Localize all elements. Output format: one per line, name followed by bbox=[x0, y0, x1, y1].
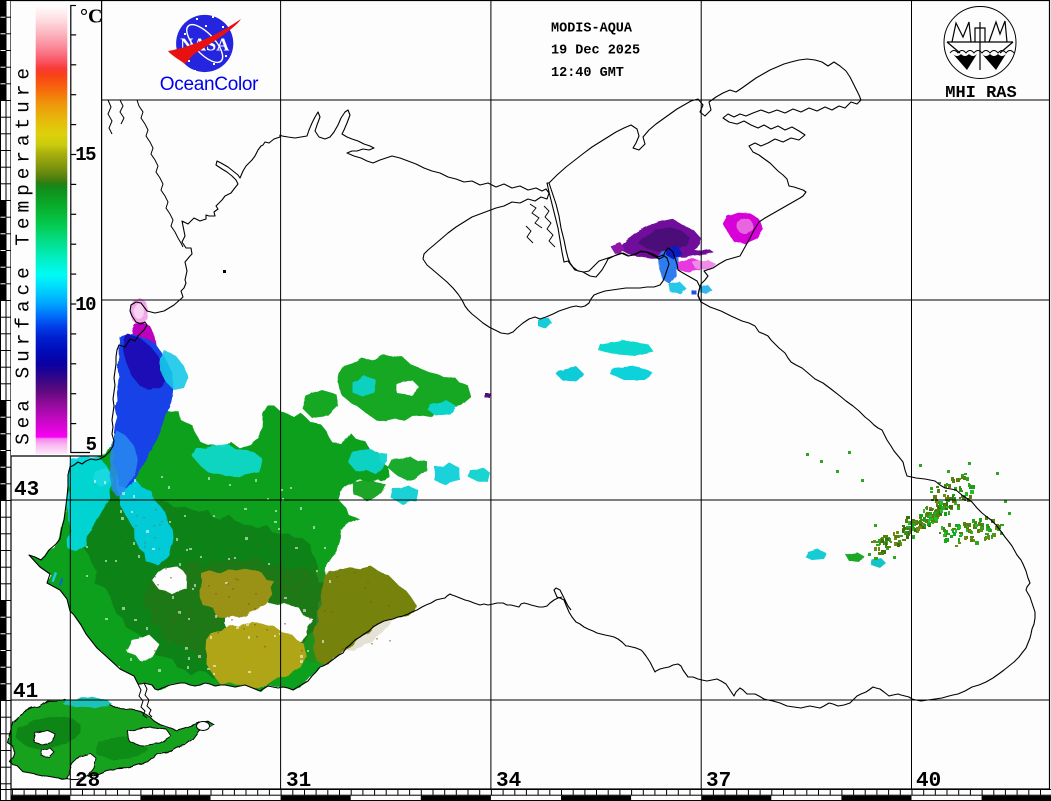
svg-text:Sea Surface Temperature: Sea Surface Temperature bbox=[13, 63, 35, 445]
svg-text:43: 43 bbox=[14, 479, 39, 502]
svg-text:MHI RAS: MHI RAS bbox=[945, 84, 1016, 103]
svg-text:MODIS-AQUA: MODIS-AQUA bbox=[551, 22, 633, 37]
svg-text:10: 10 bbox=[75, 294, 96, 316]
svg-text:15: 15 bbox=[75, 144, 96, 166]
svg-text:OceanColor: OceanColor bbox=[160, 74, 259, 95]
svg-text:19 Dec 2025: 19 Dec 2025 bbox=[551, 44, 640, 59]
svg-text:34: 34 bbox=[496, 770, 521, 793]
svg-text:40: 40 bbox=[916, 770, 941, 793]
svg-text:12:40 GMT: 12:40 GMT bbox=[551, 66, 624, 81]
svg-text:°C: °C bbox=[80, 6, 102, 28]
svg-text:37: 37 bbox=[706, 770, 731, 793]
svg-text:28: 28 bbox=[75, 770, 100, 793]
svg-text:31: 31 bbox=[286, 770, 311, 793]
svg-text:5: 5 bbox=[86, 434, 97, 456]
svg-text:41: 41 bbox=[13, 681, 38, 704]
